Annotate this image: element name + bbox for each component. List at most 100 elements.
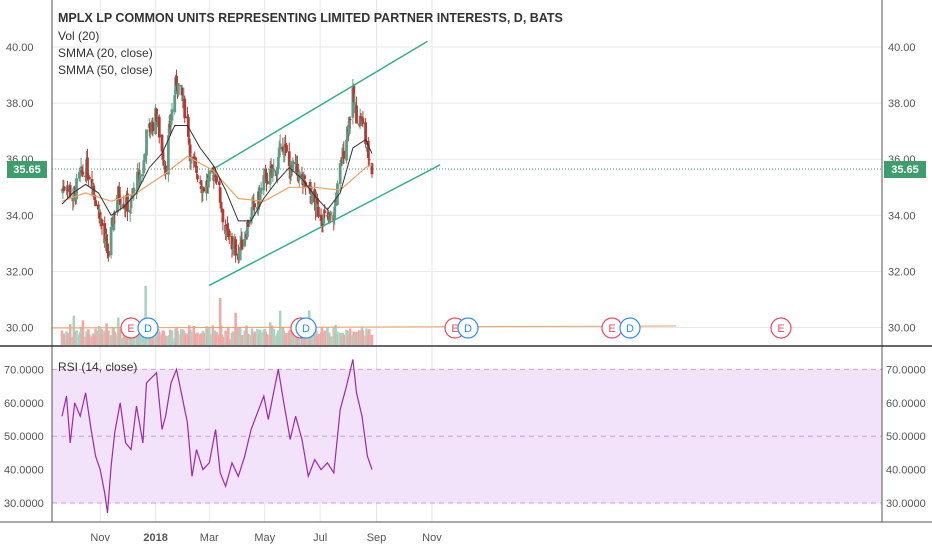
candle-body [333, 206, 337, 220]
volume-bar [189, 331, 193, 345]
price-tick-right: 40.00 [888, 42, 916, 54]
dividend-marker [619, 317, 641, 339]
candle-body [196, 175, 199, 180]
candle-body [281, 146, 285, 152]
volume-bar [72, 315, 76, 345]
dividend-label: D [626, 323, 634, 335]
x-tick-label: Jul [313, 532, 327, 544]
legend-smma20: SMMA (20, close) [58, 46, 153, 60]
candle-body [303, 175, 307, 179]
candle-body [208, 170, 212, 174]
smma50-line [61, 155, 373, 202]
volume-bar [81, 320, 85, 345]
volume-bar [272, 328, 276, 345]
volume-bar [100, 329, 104, 345]
candle-body [129, 197, 133, 209]
candle-body [297, 171, 301, 180]
volume-bar [126, 331, 129, 345]
candle-body [166, 135, 170, 175]
volume-bar [113, 331, 117, 345]
candle-body [334, 201, 338, 207]
candle-body [118, 198, 122, 206]
candle-body [354, 103, 358, 105]
candle-body [72, 188, 76, 202]
candle-body [160, 134, 164, 152]
candle-body [109, 226, 113, 256]
candle-body [78, 172, 82, 175]
volume-bar [323, 330, 327, 345]
candle-body [264, 168, 268, 171]
candle-body [135, 189, 138, 191]
rsi-tick-left: 70.0000 [4, 364, 44, 376]
candle-body [113, 213, 117, 215]
volume-bar [218, 298, 222, 345]
chart-title: MPLX LP COMMON UNITS REPRESENTING LIMITE… [58, 11, 563, 25]
candle-body [202, 187, 206, 192]
candle-body [97, 209, 101, 212]
candle-body [336, 183, 339, 205]
candle-body [205, 181, 208, 194]
candle-body [310, 191, 314, 204]
candle-body [104, 238, 108, 244]
dividend-marker [457, 317, 479, 339]
candle-body [295, 160, 298, 167]
x-tick-label: Nov [422, 532, 442, 544]
candle-body [225, 225, 228, 237]
candle-body [251, 201, 255, 210]
candle-body [143, 153, 147, 161]
candle-body [77, 172, 81, 179]
candle-body [221, 209, 225, 223]
volume-bar [361, 330, 365, 345]
volume-bar [151, 332, 155, 345]
last-price-badge-right [884, 161, 926, 179]
candle-body [302, 175, 306, 184]
candle-body [162, 160, 166, 166]
candle-body [265, 172, 268, 183]
candle-body [179, 84, 183, 87]
candle-body [237, 250, 241, 259]
dividend-label: D [464, 323, 472, 335]
candle-body [98, 212, 102, 224]
candle-body [345, 139, 348, 161]
candle-body [291, 160, 295, 171]
volume-bar [317, 333, 320, 345]
candle-body [65, 186, 68, 190]
price-tick-left: 40.00 [6, 42, 34, 54]
price-tick-right: 38.00 [888, 98, 916, 110]
candle-body [86, 157, 89, 179]
rsi-line [61, 359, 373, 514]
candle-body [243, 239, 247, 247]
candle-body [365, 147, 368, 149]
candle-body [156, 122, 159, 124]
candle-body [227, 230, 231, 237]
candle-body [119, 205, 123, 207]
candle-body [218, 187, 222, 203]
candle-body [258, 190, 262, 201]
volume-bar [119, 338, 123, 345]
candle-body [215, 176, 218, 182]
candle-body [329, 211, 333, 215]
candle-body [157, 116, 161, 138]
volume-bar [117, 317, 120, 345]
price-tick-right: 34.00 [888, 210, 916, 222]
candle-body [321, 223, 325, 227]
candle-body [124, 205, 128, 209]
last-price-badge-left [7, 161, 47, 179]
candle-body [66, 189, 69, 191]
candle-body [106, 251, 110, 257]
candle-body [232, 243, 236, 250]
candle-body [370, 163, 374, 175]
candle-body [322, 213, 326, 224]
volume-bar [144, 285, 147, 345]
candle-body [136, 171, 139, 191]
last-price-label-right: 35.65 [891, 164, 919, 176]
volume-bar [62, 333, 66, 345]
volume-bar [196, 332, 199, 345]
candle-body [315, 198, 318, 212]
earnings-label: E [777, 323, 784, 335]
rsi-tick-left: 60.0000 [4, 398, 44, 410]
candle-body [117, 187, 121, 201]
price-tick-right: 30.00 [888, 323, 916, 335]
volume-bar [227, 338, 231, 345]
